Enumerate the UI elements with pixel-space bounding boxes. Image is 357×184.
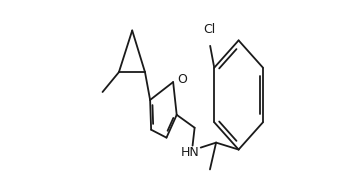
Text: O: O [177, 73, 187, 86]
Text: Cl: Cl [203, 23, 215, 36]
Text: HN: HN [181, 146, 200, 159]
